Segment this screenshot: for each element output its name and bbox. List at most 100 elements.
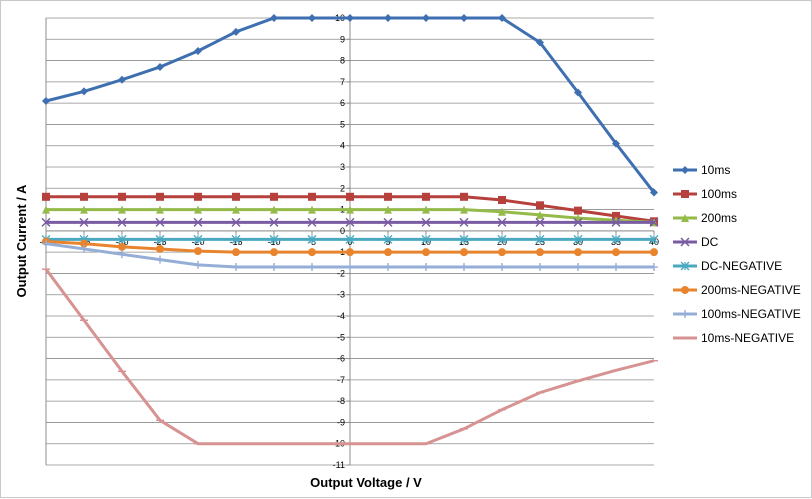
- data-point-200ms-negative: [384, 248, 392, 257]
- data-point-100ms-negative: [384, 263, 392, 272]
- data-point-100ms: [42, 192, 50, 201]
- data-point-200ms-negative: [156, 244, 164, 253]
- data-point-10ms: [574, 88, 582, 97]
- data-point-dc-negative: [193, 234, 203, 244]
- data-point-200ms: [460, 205, 468, 214]
- data-point-200ms: [156, 205, 164, 214]
- data-point-dc: [649, 217, 659, 227]
- data-point-100ms: [118, 192, 126, 201]
- data-point-100ms-negative: [574, 263, 582, 272]
- data-point-dc-negative: [573, 234, 583, 244]
- data-point-dc-negative: [117, 234, 127, 244]
- legend-marker: [680, 261, 690, 271]
- data-point-100ms: [156, 192, 164, 201]
- data-point-100ms: [536, 201, 544, 210]
- data-point-200ms-negative: [80, 239, 88, 248]
- data-point-dc: [459, 217, 469, 227]
- data-point-10ms: [346, 14, 354, 22]
- data-point-10ms: [308, 14, 316, 22]
- data-point-200ms-negative: [574, 248, 582, 257]
- data-point-dc-negative: [611, 234, 621, 244]
- series-200ms-negative: [42, 237, 658, 257]
- y-tick-label: 9: [340, 34, 345, 44]
- data-point-100ms-negative: [308, 263, 316, 272]
- data-point-10ms: [384, 14, 392, 22]
- data-point-200ms-negative: [346, 248, 354, 257]
- data-point-100ms: [460, 192, 468, 201]
- legend-item-200ms-negative: 200ms-NEGATIVE: [673, 283, 801, 297]
- data-point-200ms: [270, 205, 278, 214]
- data-point-200ms: [42, 205, 50, 214]
- data-point-10ms: [156, 62, 164, 71]
- data-point-100ms: [384, 192, 392, 201]
- data-point-dc: [383, 217, 393, 227]
- data-point-dc-negative: [269, 234, 279, 244]
- data-point-100ms-negative: [346, 263, 354, 272]
- data-point-10ms: [194, 46, 202, 55]
- data-point-200ms-negative: [118, 242, 126, 251]
- y-tick-label: -8: [337, 396, 345, 406]
- data-point-dc-negative: [649, 234, 659, 244]
- y-tick-label: 0: [340, 226, 345, 236]
- data-point-200ms: [536, 210, 544, 219]
- data-point-dc: [611, 217, 621, 227]
- data-point-200ms: [498, 207, 506, 216]
- legend: 10ms 100ms 200ms DC DC-NEGATIVE 200ms-NEGATIV…: [673, 163, 801, 345]
- legend-label: DC-NEGATIVE: [701, 259, 782, 273]
- data-point-200ms: [346, 205, 354, 214]
- data-point-200ms: [194, 205, 202, 214]
- y-tick-label: -5: [337, 332, 345, 342]
- data-point-200ms: [80, 205, 88, 214]
- series-dc-negative: [41, 234, 659, 244]
- y-tick-label: 3: [340, 162, 345, 172]
- data-point-100ms-negative: [156, 255, 164, 264]
- data-point-dc: [155, 217, 165, 227]
- data-point-100ms: [308, 192, 316, 201]
- data-point-100ms-negative: [460, 263, 468, 272]
- data-point-100ms-negative: [118, 250, 126, 259]
- data-point-10ms: [612, 139, 620, 148]
- series-100ms-negative: [42, 239, 658, 272]
- data-point-100ms-negative: [650, 263, 658, 272]
- y-tick-label: -9: [337, 417, 345, 427]
- data-point-dc-negative: [459, 234, 469, 244]
- data-point-200ms: [118, 205, 126, 214]
- y-tick-label: -4: [337, 311, 345, 321]
- legend-marker: [681, 214, 689, 222]
- y-axis-title: Output Current / A: [14, 184, 29, 298]
- data-point-100ms-negative: [42, 239, 50, 248]
- legend-item-dc-negative: DC-NEGATIVE: [673, 259, 782, 273]
- y-tick-label: 4: [340, 141, 345, 151]
- legend-label: 10ms: [701, 163, 730, 177]
- legend-item-10ms-negative: 10ms-NEGATIVE: [673, 331, 794, 345]
- data-point-dc-negative: [155, 234, 165, 244]
- data-point-100ms-negative: [612, 263, 620, 272]
- data-point-100ms: [574, 206, 582, 215]
- legend-marker: [681, 286, 689, 294]
- data-point-200ms-negative: [650, 248, 658, 257]
- data-point-100ms: [232, 192, 240, 201]
- data-point-10ms: [42, 97, 50, 106]
- data-point-10ms: [232, 27, 240, 36]
- y-tick-label: -6: [337, 354, 345, 364]
- series-10ms: [42, 14, 658, 197]
- data-point-200ms: [384, 205, 392, 214]
- data-point-dc-negative: [345, 234, 355, 244]
- data-point-dc-negative: [421, 234, 431, 244]
- data-point-10ms: [460, 14, 468, 22]
- legend-label: 100ms-NEGATIVE: [701, 307, 801, 321]
- data-point-100ms: [612, 211, 620, 220]
- data-point-200ms: [422, 205, 430, 214]
- data-point-dc-negative: [497, 234, 507, 244]
- y-tick-label: -3: [337, 290, 345, 300]
- data-point-dc: [307, 217, 317, 227]
- data-point-10ms: [118, 75, 126, 84]
- y-tick-label: 8: [340, 56, 345, 66]
- data-point-100ms: [194, 192, 202, 201]
- legend-item-dc: DC: [673, 235, 719, 249]
- legend-marker: [681, 310, 689, 318]
- data-point-200ms-negative: [422, 248, 430, 257]
- data-point-dc: [269, 217, 279, 227]
